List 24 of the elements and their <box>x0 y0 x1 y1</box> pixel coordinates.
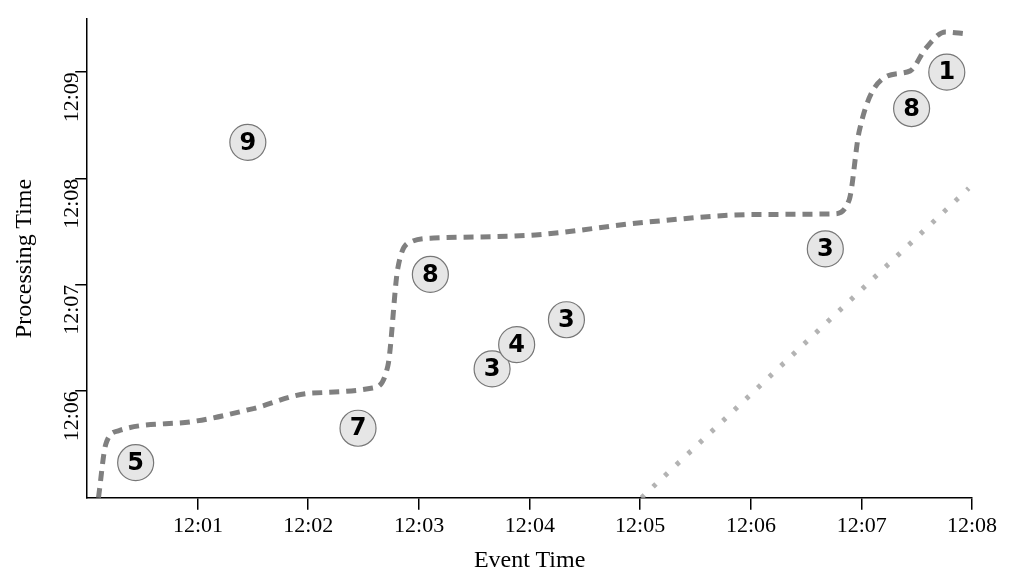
annotation: 3 <box>483 354 501 383</box>
x-tick-label: 12:03 <box>394 511 445 537</box>
x-tick-label: 12:02 <box>283 511 334 537</box>
annotation: 3 <box>558 305 575 333</box>
annotation: 3 <box>816 234 834 263</box>
annotation: 7 <box>349 413 367 442</box>
y-tick-label: 12:07 <box>57 284 83 335</box>
y-tick-label: 12:08 <box>57 178 83 229</box>
x-axis-title: Event Time <box>473 545 586 572</box>
x-tick-label: 12:07 <box>836 511 887 537</box>
annotation: 1 <box>938 57 956 86</box>
x-tick-label: 12:05 <box>615 511 666 537</box>
x-tick-label: 12:08 <box>946 511 998 537</box>
y-tick-label: 12:09 <box>57 72 83 123</box>
annotation: 8 <box>422 259 439 288</box>
x-tick-label: 12:04 <box>504 511 555 537</box>
x-tick-label: 12:06 <box>725 511 777 537</box>
annotation: 9 <box>239 127 257 156</box>
x-tick-label: 12:01 <box>172 511 224 537</box>
annotation: 4 <box>508 329 526 358</box>
annotation: 5 <box>127 447 145 476</box>
annotation: 8 <box>903 93 920 122</box>
y-axis-title: Processing Time <box>9 178 36 339</box>
y-tick-label: 12:06 <box>57 391 83 442</box>
